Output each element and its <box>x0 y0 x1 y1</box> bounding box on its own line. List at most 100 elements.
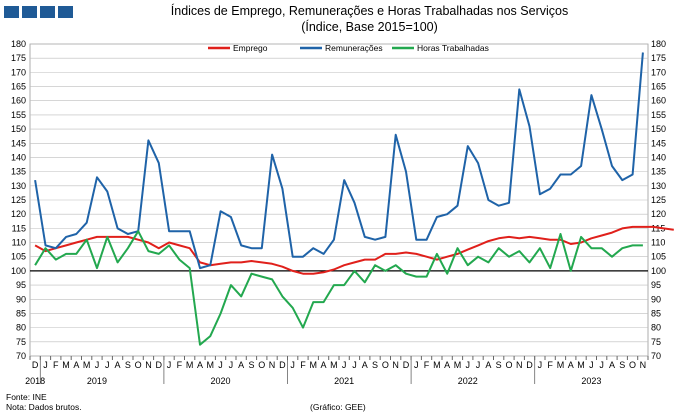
year-label: 2021 <box>334 376 354 386</box>
x-tick-label: M <box>186 360 194 370</box>
x-tick-label: N <box>392 360 399 370</box>
y-tick-label-left: 75 <box>16 337 26 347</box>
year-label: 2019 <box>87 376 107 386</box>
legend-label: Horas Trabalhadas <box>417 43 489 53</box>
x-tick-label: J <box>352 360 357 370</box>
y-tick-label-right: 105 <box>651 252 666 262</box>
x-tick-label: D <box>279 360 286 370</box>
logo-square <box>40 6 55 18</box>
x-tick-label: S <box>619 360 625 370</box>
x-tick-label: D <box>156 360 163 370</box>
x-tick-label: M <box>62 360 70 370</box>
series-line-emprego <box>34 225 674 275</box>
y-tick-label-left: 110 <box>12 238 26 248</box>
y-tick-label-left: 115 <box>12 223 26 233</box>
x-tick-label: A <box>238 360 244 370</box>
x-tick-label: A <box>568 360 574 370</box>
x-tick-label: J <box>342 360 347 370</box>
x-tick-label: F <box>547 360 553 370</box>
y-tick-label-left: 180 <box>11 39 26 49</box>
x-tick-label: O <box>258 360 265 370</box>
x-tick-label: A <box>362 360 368 370</box>
chart-subtitle: (Índice, Base 2015=100) <box>301 20 438 34</box>
x-tick-label: J <box>43 360 48 370</box>
x-tick-label: J <box>538 360 543 370</box>
y-tick-label-right: 150 <box>651 124 666 134</box>
y-tick-label-left: 105 <box>11 252 26 262</box>
y-tick-label-left: 85 <box>16 308 26 318</box>
y-tick-label-right: 75 <box>651 337 661 347</box>
y-tick-label-left: 100 <box>11 266 26 276</box>
x-tick-label: D <box>526 360 533 370</box>
logo-square <box>4 6 19 18</box>
y-tick-label-left: 140 <box>11 152 26 162</box>
x-tick-label: F <box>300 360 306 370</box>
y-tick-label-right: 135 <box>651 167 666 177</box>
y-tick-label-right: 85 <box>651 308 661 318</box>
y-tick-label-left: 135 <box>11 167 26 177</box>
year-label: 2018 <box>25 376 45 386</box>
x-tick-label: J <box>105 360 110 370</box>
x-tick-label: D <box>32 360 39 370</box>
year-label: 2022 <box>458 376 478 386</box>
y-tick-label-left: 125 <box>11 195 26 205</box>
x-tick-label: D <box>403 360 410 370</box>
y-tick-label-left: 155 <box>11 110 26 120</box>
y-tick-label-left: 145 <box>11 138 26 148</box>
y-tick-label-right: 90 <box>651 294 661 304</box>
x-tick-label: O <box>382 360 389 370</box>
y-tick-label-right: 180 <box>651 39 666 49</box>
series-line-horas-trabalhadas <box>34 230 643 346</box>
y-tick-label-left: 95 <box>16 280 26 290</box>
y-tick-label-left: 120 <box>11 209 26 219</box>
x-tick-label: M <box>454 360 462 370</box>
x-tick-label: J <box>229 360 234 370</box>
x-tick-label: O <box>135 360 142 370</box>
data-note: Nota: Dados brutos. <box>6 402 82 412</box>
x-tick-label: N <box>145 360 152 370</box>
x-tick-label: A <box>115 360 121 370</box>
y-tick-label-right: 100 <box>651 266 666 276</box>
series-line-remunera-es <box>34 52 644 270</box>
x-tick-label: S <box>496 360 502 370</box>
y-tick-label-left: 80 <box>16 323 26 333</box>
gee-logo <box>4 6 74 18</box>
x-tick-label: A <box>321 360 327 370</box>
y-tick-label-left: 150 <box>11 124 26 134</box>
y-tick-label-right: 145 <box>651 138 666 148</box>
y-tick-label-left: 160 <box>11 96 26 106</box>
x-tick-label: M <box>330 360 338 370</box>
x-tick-label: J <box>218 360 223 370</box>
legend-label: Remunerações <box>325 43 383 53</box>
x-tick-label: M <box>577 360 585 370</box>
y-tick-label-right: 110 <box>651 238 665 248</box>
x-tick-label: J <box>290 360 295 370</box>
y-tick-label-right: 175 <box>651 53 666 63</box>
y-tick-label-left: 130 <box>11 181 26 191</box>
x-tick-label: N <box>640 360 647 370</box>
y-tick-label-right: 70 <box>651 351 661 361</box>
y-tick-label-right: 155 <box>651 110 666 120</box>
x-tick-label: A <box>485 360 491 370</box>
y-tick-label-left: 175 <box>11 53 26 63</box>
x-tick-label: N <box>516 360 523 370</box>
x-tick-label: M <box>207 360 215 370</box>
x-tick-label: A <box>609 360 615 370</box>
x-tick-label: O <box>505 360 512 370</box>
logo-square <box>22 6 37 18</box>
x-tick-label: J <box>589 360 594 370</box>
y-tick-label-right: 80 <box>651 323 661 333</box>
chart-title: Índices de Emprego, Remunerações e Horas… <box>170 4 569 18</box>
x-tick-label: J <box>95 360 100 370</box>
x-tick-label: F <box>424 360 430 370</box>
x-tick-label: M <box>433 360 441 370</box>
y-tick-label-right: 130 <box>651 181 666 191</box>
x-tick-label: J <box>466 360 471 370</box>
y-tick-label-left: 90 <box>16 294 26 304</box>
x-tick-label: F <box>53 360 59 370</box>
x-tick-label: M <box>83 360 91 370</box>
x-tick-label: J <box>167 360 172 370</box>
x-tick-label: S <box>248 360 254 370</box>
y-tick-label-left: 165 <box>11 82 26 92</box>
